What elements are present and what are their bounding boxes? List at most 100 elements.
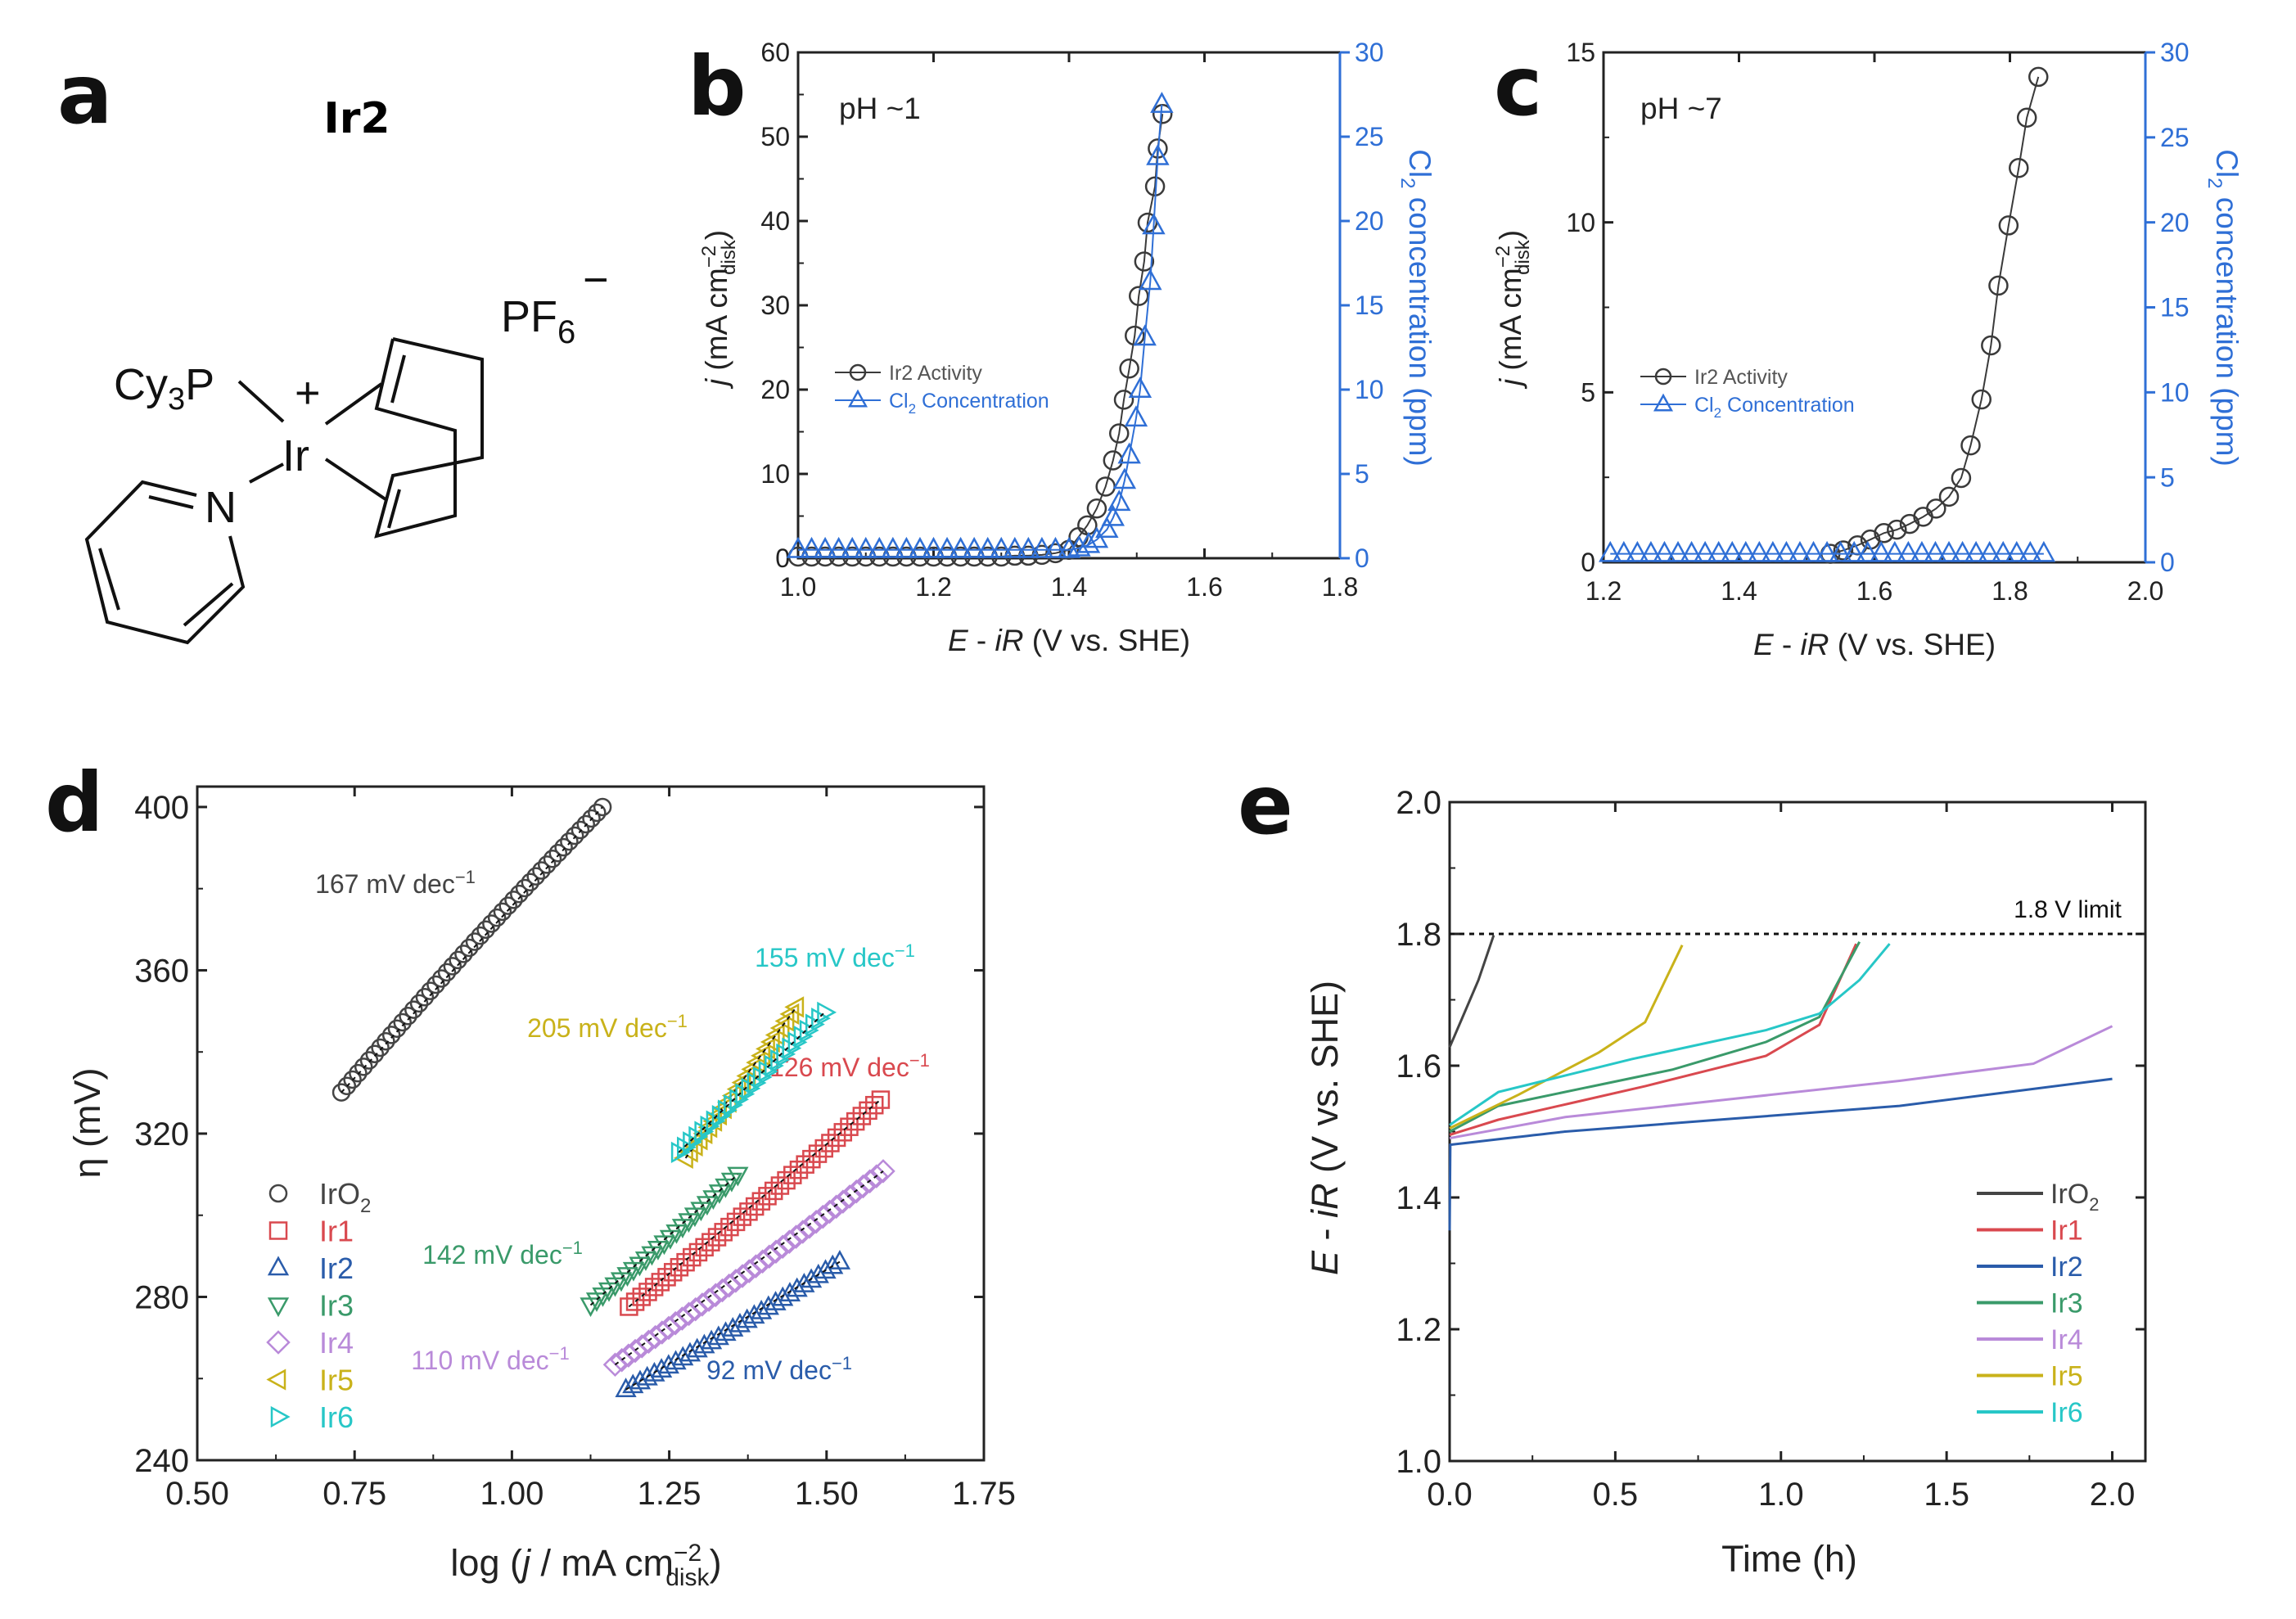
panel-label-c: c xyxy=(1494,38,1542,134)
cl2-point xyxy=(1992,540,2015,562)
activity-point xyxy=(1988,275,2009,296)
pyridine-nitrogen: N xyxy=(205,483,237,532)
x-tick-label: 1.50 xyxy=(795,1476,859,1512)
cl2-point xyxy=(935,536,959,558)
data-point-iro xyxy=(521,873,540,892)
cl2-point xyxy=(1003,536,1027,558)
slope-exponent: −1 xyxy=(455,867,476,887)
activity-point xyxy=(1086,498,1107,519)
y-tick-label: 0 xyxy=(775,543,790,573)
data-point-ir4 xyxy=(823,1194,849,1220)
cl2-point xyxy=(895,536,918,558)
slope-exponent: −1 xyxy=(562,1238,583,1258)
y-tick-label: 50 xyxy=(760,122,790,151)
data-point-iro xyxy=(498,896,517,915)
legend-text-part: Concentration xyxy=(916,390,1049,413)
data-point-ir4 xyxy=(750,1249,775,1274)
cl2-point xyxy=(1044,536,1067,558)
data-point-ir3 xyxy=(727,1166,749,1187)
y2-tick-label: 15 xyxy=(2160,293,2190,322)
data-point-iro xyxy=(526,867,545,886)
chart-e-stability: Time (h) E - iR (V vs. SHE) 0.0 0.5 1.0 1.5… xyxy=(1304,785,2147,1580)
data-point-iro xyxy=(409,994,429,1013)
activity-point xyxy=(1137,212,1158,233)
cl2-point xyxy=(1017,536,1040,558)
data-point-ir5 xyxy=(784,996,805,1018)
y-tick-label: 280 xyxy=(134,1279,189,1315)
data-point-ir1 xyxy=(777,1170,796,1190)
data-point-ir1 xyxy=(632,1288,652,1306)
x-tick-label: 0.50 xyxy=(165,1476,229,1512)
data-point-ir4 xyxy=(783,1224,809,1249)
series-line-iro xyxy=(1448,935,1495,1049)
data-point-iro xyxy=(365,1044,385,1063)
data-point-iro xyxy=(337,1076,357,1096)
legend-label-ir1: Ir1 xyxy=(319,1215,354,1248)
data-point-iro xyxy=(582,809,601,828)
data-point-ir6 xyxy=(670,1141,691,1164)
x-tick-label: 1.25 xyxy=(638,1476,701,1512)
x-tick-label: 2.0 xyxy=(2127,576,2163,606)
legend-label-ir3: Ir3 xyxy=(2050,1288,2083,1319)
y-axis-label: j (mA cm−2disk) xyxy=(1492,230,1534,390)
x-axis-label: E - iR (V vs. SHE) xyxy=(1753,628,1996,661)
fit-line xyxy=(589,1174,739,1306)
data-point-iro xyxy=(504,891,523,909)
y2-tick-label: 0 xyxy=(1355,543,1369,573)
x-tick-label: 2.0 xyxy=(2090,1477,2136,1513)
data-point-ir1 xyxy=(751,1192,771,1211)
data-point-ir1 xyxy=(864,1095,884,1115)
chart-d-tafel: log (j / mA cm−2 disk) η (mV) 0.50 0.75 1.0… xyxy=(66,785,1016,1591)
legend-label-ir1: Ir1 xyxy=(2050,1215,2083,1247)
slope-label: 142 mV dec−1 xyxy=(422,1238,583,1269)
legend-text: Ir1 xyxy=(2050,1215,2083,1247)
slope-label: 205 mV dec−1 xyxy=(527,1011,688,1043)
data-point-iro xyxy=(387,1019,407,1038)
activity-point xyxy=(2009,157,2029,178)
slope-value: 110 mV dec xyxy=(411,1346,548,1375)
panel-a: a Ir2 Cy3P + Ir N PF6 − xyxy=(57,47,609,645)
data-point-iro xyxy=(487,908,507,927)
x-tick-label: 1.75 xyxy=(952,1476,1016,1512)
cl2-point xyxy=(1883,540,1907,562)
y-tick-label: 360 xyxy=(134,953,189,989)
slope-value: 92 mV dec xyxy=(706,1355,832,1385)
limit-label: 1.8 V limit xyxy=(2014,896,2122,923)
x-tick-label: 1.6 xyxy=(1186,572,1222,602)
cl2-point xyxy=(1133,324,1157,346)
y-tick-label: 240 xyxy=(134,1443,189,1479)
data-point-iro xyxy=(493,902,512,922)
y2-tick-label: 5 xyxy=(1355,459,1369,489)
legend-text: Ir6 xyxy=(319,1400,354,1434)
legend-marker xyxy=(268,1184,288,1203)
fit-line xyxy=(628,1098,882,1308)
data-point-ir4 xyxy=(790,1220,815,1244)
data-point-ir1 xyxy=(638,1283,657,1301)
data-point-iro xyxy=(354,1058,373,1076)
data-point-ir1 xyxy=(663,1263,683,1282)
data-point-ir1 xyxy=(802,1149,821,1169)
fit-line xyxy=(614,1170,884,1366)
cl2-point xyxy=(1626,540,1649,562)
fit-line xyxy=(678,1012,826,1153)
x-tick-label: 1.8 xyxy=(1992,576,2028,606)
slope-value: 205 mV dec xyxy=(527,1013,667,1043)
data-point-iro xyxy=(399,1007,417,1026)
data-point-ir1 xyxy=(827,1128,846,1148)
data-point-iro xyxy=(560,832,579,851)
fit-line xyxy=(341,806,603,1094)
legend-text-part: 2 xyxy=(909,401,916,417)
data-point-ir4 xyxy=(730,1264,755,1288)
legend-label-activity: Ir2 Activity xyxy=(1694,366,1788,389)
legend-marker xyxy=(847,389,868,408)
activity-point xyxy=(1134,251,1155,272)
counterion-pf6: PF6 xyxy=(501,292,575,350)
cl2-point xyxy=(1870,540,1893,562)
cl2-point xyxy=(1937,540,1961,562)
data-point-iro xyxy=(443,957,462,976)
y-axis-label: E - iR (V vs. SHE) xyxy=(1304,981,1346,1275)
slope-label: 126 mV dec−1 xyxy=(769,1050,930,1082)
activity-point xyxy=(1887,519,1907,540)
slope-value: 167 mV dec xyxy=(315,869,455,899)
